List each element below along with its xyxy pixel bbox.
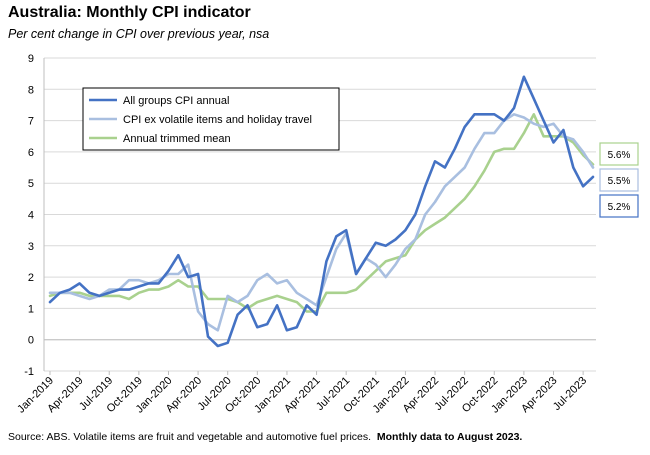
y-tick-label: 0: [28, 335, 34, 347]
legend: All groups CPI annual CPI ex volatile ite…: [82, 87, 340, 151]
y-tick-label: 6: [28, 147, 34, 159]
end-label-text: 5.6%: [608, 150, 631, 161]
series-lines: [48, 75, 595, 348]
legend-label: CPI ex volatile items and holiday travel: [123, 114, 312, 126]
legend-box: [82, 87, 340, 151]
footnote: Source: ABS. Volatile items are fruit an…: [8, 431, 522, 443]
y-tick-label: 2: [28, 272, 34, 284]
end-label-box: [599, 168, 639, 192]
series-line-0: [48, 75, 595, 348]
end-value-labels: 5.6% 5.5% 5.2%: [599, 142, 639, 218]
cpi-line-chart: -1 0 1 2 3 4 5 6 7 8 9 Jan-2019Apr-2019Jul-2019Oct…: [15, 53, 639, 416]
series-line-2: [48, 113, 595, 313]
y-tick-label: 5: [28, 178, 34, 190]
y-tick-label: -1: [24, 366, 34, 378]
y-tick-label: 9: [28, 53, 34, 65]
end-label-text: 5.2%: [608, 202, 631, 213]
y-tick-label: 4: [28, 210, 34, 222]
chart-subtitle: Per cent change in CPI over previous yea…: [8, 27, 270, 41]
end-label-box: [599, 194, 639, 218]
end-label-text: 5.5%: [608, 176, 631, 187]
y-tick-label: 1: [28, 303, 34, 315]
y-tick-label: 8: [28, 84, 34, 96]
y-tick-label: 3: [28, 241, 34, 253]
legend-label: All groups CPI annual: [123, 95, 229, 107]
y-tick-label: 7: [28, 116, 34, 128]
footnote-data-note: Monthly data to August 2023.: [376, 431, 523, 443]
x-axis: Jan-2019Apr-2019Jul-2019Oct-2019Jan-2020…: [15, 371, 589, 416]
chart-title: Australia: Monthly CPI indicator: [8, 4, 251, 21]
y-axis: -1 0 1 2 3 4 5 6 7 8 9: [24, 53, 596, 378]
end-label-box: [599, 142, 639, 166]
footnote-source: Source: ABS. Volatile items are fruit an…: [8, 431, 372, 443]
legend-label: Annual trimmed mean: [123, 133, 231, 145]
